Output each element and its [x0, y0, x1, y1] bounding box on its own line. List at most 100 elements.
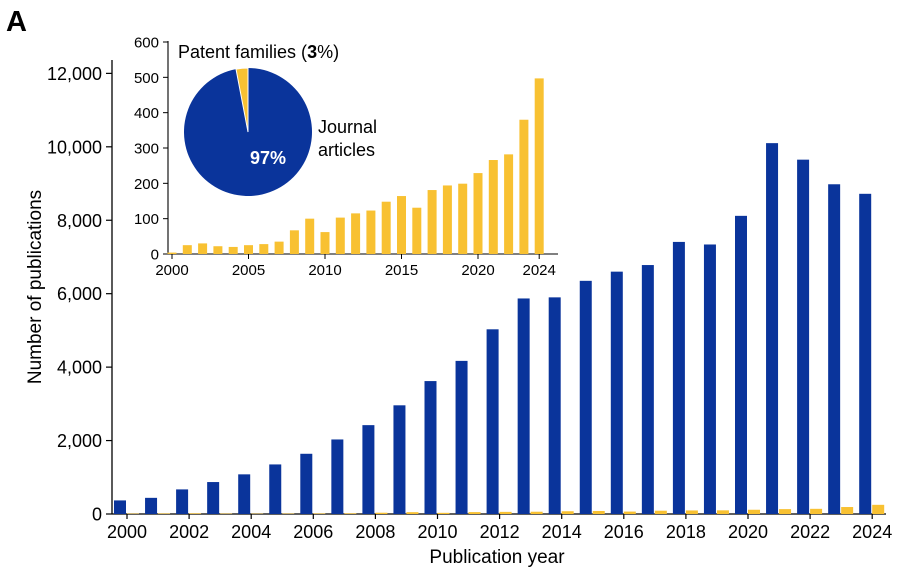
inset-bar-patent	[198, 243, 207, 254]
inset-x-tick-label: 2010	[308, 262, 341, 279]
main-bar-patent	[624, 512, 636, 514]
main-y-axis-title: Number of publications	[25, 190, 46, 384]
main-bar-journal	[425, 381, 437, 514]
main-x-tick-label: 2000	[107, 522, 147, 542]
main-bar-journal	[331, 439, 343, 514]
main-bar-journal	[300, 454, 312, 514]
main-bar-patent	[872, 505, 884, 514]
inset-y-tick-label: 300	[134, 141, 159, 158]
inset-x-tick-label: 2015	[385, 262, 418, 279]
main-bar-patent	[344, 513, 356, 514]
main-bar-patent	[531, 512, 543, 514]
main-bar-journal	[797, 160, 809, 514]
main-bar-patent	[686, 510, 698, 514]
inset-bar-patent	[275, 242, 284, 254]
inset-bar-patent	[382, 202, 391, 254]
inset-bar-patent	[244, 245, 253, 254]
inset-bar-patent	[259, 244, 268, 254]
main-x-tick-label: 2018	[666, 522, 706, 542]
main-y-ticks: 0 2,000 4,000 6,000 8,000 10,000 12,000	[47, 64, 112, 525]
main-bar-journal	[642, 265, 654, 514]
main-bar-patent	[717, 510, 729, 514]
main-x-tick-label: 2020	[728, 522, 768, 542]
inset-bar-patent	[366, 211, 375, 254]
inset-x-tick-label: 2000	[155, 262, 188, 279]
main-y-tick-label: 2,000	[57, 431, 102, 451]
main-y-tick-label: 6,000	[57, 284, 102, 304]
main-bar-journal	[362, 425, 374, 514]
main-bar-journal	[269, 464, 281, 514]
main-bar-journal	[207, 482, 219, 514]
main-x-tick-label: 2022	[790, 522, 830, 542]
main-x-tick-label: 2006	[293, 522, 333, 542]
main-bar-journal	[114, 500, 126, 514]
main-x-tick-label: 2012	[480, 522, 520, 542]
pie-patent-label: Patent families (3%)	[178, 42, 339, 62]
main-bar-journal	[580, 281, 592, 514]
inset-bar-patent	[519, 120, 528, 254]
main-x-tick-label: 2002	[169, 522, 209, 542]
main-bar-patent	[841, 507, 853, 514]
pie-patent-label-tail: %)	[317, 42, 339, 62]
main-bar-journal	[859, 194, 871, 514]
inset-bar-patent	[305, 219, 314, 254]
main-bar-journal	[735, 216, 747, 514]
inset-x-tick-label: 2020	[461, 262, 494, 279]
inset-bar-patent	[229, 247, 238, 254]
main-bar-patent	[655, 511, 667, 514]
main-bar-patent	[748, 510, 760, 514]
main-bar-journal	[766, 143, 778, 514]
inset-y-tick-label: 500	[134, 70, 159, 87]
main-bar-patent	[500, 512, 512, 514]
inset-bar-patent	[443, 185, 452, 254]
main-x-axis-title: Publication year	[429, 547, 565, 568]
main-bar-journal	[393, 405, 405, 514]
inset-bar-patent	[168, 253, 177, 254]
inset-y-tick-label: 200	[134, 176, 159, 193]
main-bar-journal	[487, 329, 499, 514]
main-y-tick-label: 4,000	[57, 358, 102, 378]
main-x-tick-label: 2004	[231, 522, 271, 542]
inset-y-tick-label: 100	[134, 211, 159, 228]
inset-x-tick-label: 2024	[523, 262, 556, 279]
main-bar-journal	[518, 298, 530, 514]
panel-label: A	[6, 6, 27, 38]
main-bar-patent	[562, 511, 574, 514]
main-bar-journal	[176, 489, 188, 514]
main-x-tick-label: 2014	[542, 522, 582, 542]
main-y-tick-label: 10,000	[47, 137, 102, 157]
main-bar-patent	[313, 513, 325, 514]
inset-bar-patent	[535, 78, 544, 254]
main-bar-patent	[375, 513, 387, 514]
main-bar-journal	[828, 184, 840, 514]
inset-bar-patent	[397, 196, 406, 254]
main-bar-patent	[406, 512, 418, 514]
inset-bar-patent	[336, 218, 345, 254]
main-x-tick-label: 2010	[417, 522, 457, 542]
main-bar-journal	[704, 244, 716, 514]
main-y-tick-label: 8,000	[57, 211, 102, 231]
inset-y-tick-label: 0	[151, 247, 159, 264]
pie-journal-pct: 97%	[250, 148, 286, 168]
pie-patent-label-bold: 3	[307, 42, 317, 62]
main-bar-journal	[611, 272, 623, 514]
inset-bar-patent	[183, 245, 192, 254]
main-bar-patent	[593, 511, 605, 514]
main-x-tick-label: 2016	[604, 522, 644, 542]
main-bar-patent	[810, 509, 822, 514]
inset-y-tick-label: 600	[134, 35, 159, 52]
inset-bar-patent	[351, 213, 360, 254]
inset-bar-patent	[504, 154, 513, 254]
inset-bar-patent	[213, 246, 222, 254]
main-y-tick-label: 0	[92, 505, 102, 525]
main-bar-journal	[238, 474, 250, 514]
inset-bar-patent	[474, 173, 483, 254]
main-y-tick-label: 12,000	[47, 64, 102, 84]
main-bar-patent	[469, 512, 481, 514]
inset-bar-patent	[412, 208, 421, 254]
main-bar-journal	[673, 242, 685, 514]
